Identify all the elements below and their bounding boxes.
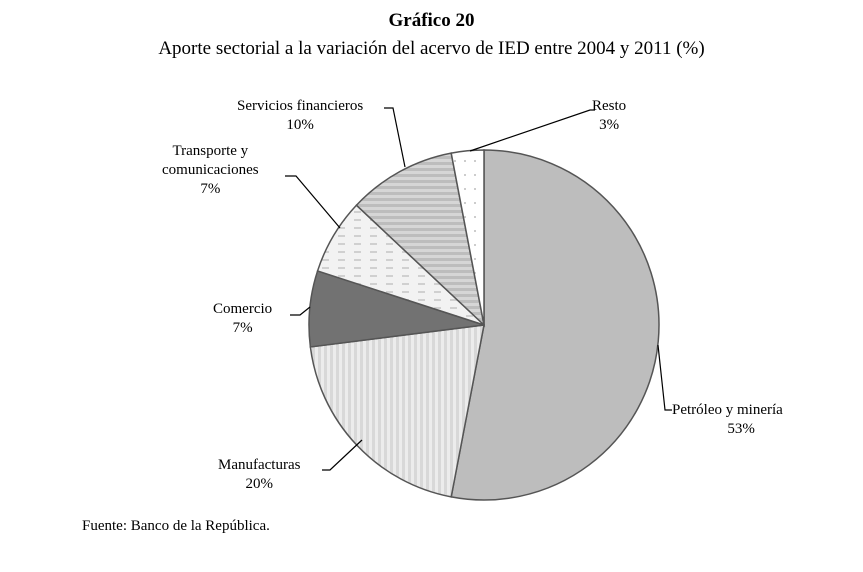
slice-label-comercio: Comercio 7% <box>213 301 273 336</box>
chart-subtitle: Aporte sectorial a la variación del acer… <box>158 38 705 59</box>
leader-lines <box>285 107 672 471</box>
chart-source: Fuente: Banco de la República. <box>82 518 270 534</box>
pie-slice-resto <box>450 149 485 326</box>
slice-label-transporte: Transporte y comunicaciones 7% <box>162 143 259 197</box>
chart-title: Gráfico 20 <box>388 10 475 31</box>
slice-label-petroleo: Petróleo y minería 53% <box>672 402 783 437</box>
slice-label-manufacturas: Manufacturas 20% <box>218 457 301 492</box>
slice-label-resto: Resto 3% <box>592 98 627 133</box>
pie-slice-petróleo-y-minería <box>450 149 660 501</box>
pie-slice-servicios-financieros <box>355 152 486 328</box>
slice-label-servicios: Servicios financieros 10% <box>237 98 364 133</box>
